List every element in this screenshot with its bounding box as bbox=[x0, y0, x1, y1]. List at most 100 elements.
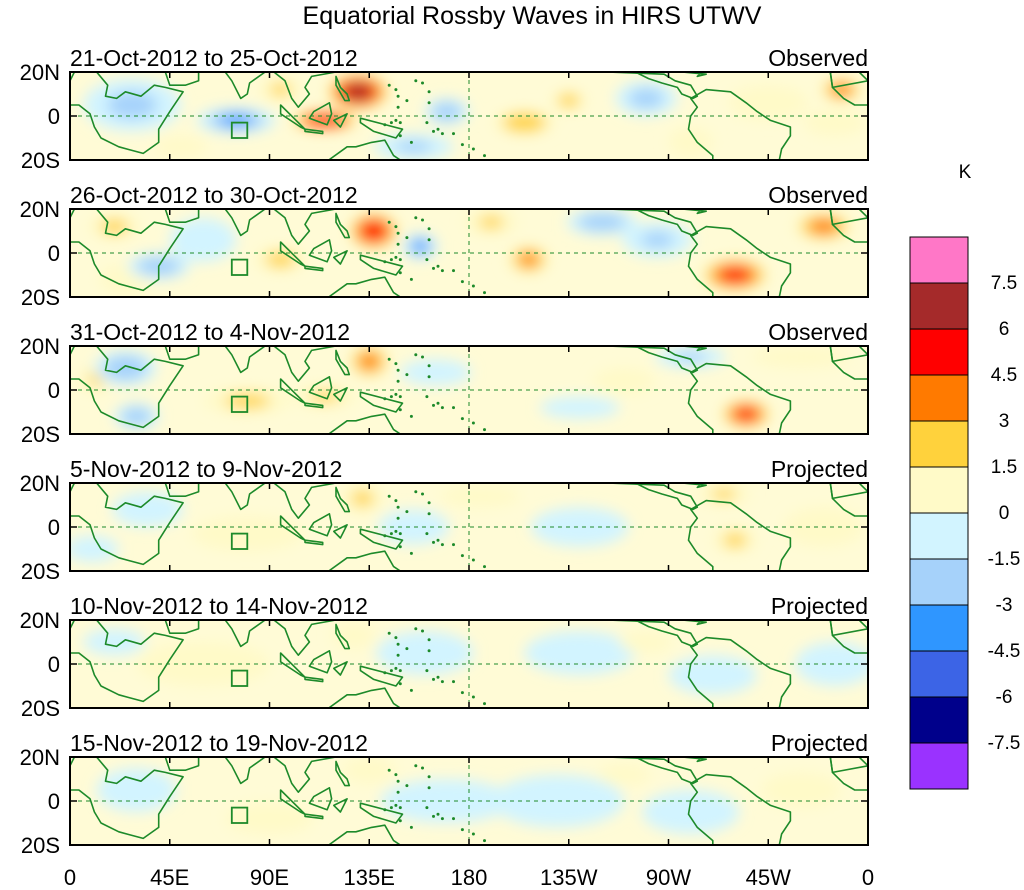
coastline bbox=[317, 824, 402, 845]
island-dot bbox=[421, 355, 424, 359]
island-dot bbox=[396, 516, 400, 520]
island-dot bbox=[427, 238, 431, 242]
anomaly-contour bbox=[378, 509, 450, 545]
island-dot bbox=[405, 784, 409, 788]
anomaly-contour bbox=[502, 113, 546, 132]
ocean-box-outline bbox=[230, 669, 249, 687]
anomaly-contour bbox=[375, 631, 474, 675]
island-dot bbox=[387, 494, 391, 498]
anomaly-contour bbox=[112, 491, 184, 527]
panel-status-label: Observed bbox=[768, 182, 868, 208]
anomaly-contour bbox=[735, 407, 758, 421]
island-dot bbox=[427, 90, 431, 94]
y-tick-label: 20N bbox=[20, 60, 60, 85]
coastline bbox=[332, 523, 348, 539]
coastline bbox=[680, 757, 708, 763]
colorbar-label: 3 bbox=[999, 411, 1010, 432]
island-dot bbox=[440, 543, 444, 547]
island-dot bbox=[394, 773, 398, 777]
island-dot bbox=[483, 565, 486, 569]
island-dot bbox=[432, 129, 435, 133]
island-dot bbox=[396, 94, 400, 98]
coastline bbox=[829, 209, 868, 226]
coastline bbox=[304, 128, 324, 135]
coastlines bbox=[70, 757, 868, 845]
colorbar-unit: K bbox=[959, 162, 972, 183]
coastline bbox=[332, 797, 348, 813]
y-tick-label: 20N bbox=[20, 608, 60, 633]
island-dot bbox=[396, 105, 400, 109]
panel-date-range: 21-Oct-2012 to 25-Oct-2012 bbox=[70, 45, 358, 71]
coastline bbox=[279, 378, 306, 404]
ocean-box-outline bbox=[230, 258, 249, 276]
y-tick-label: 20S bbox=[21, 833, 60, 858]
island-dot bbox=[421, 81, 424, 85]
coastline bbox=[70, 209, 184, 292]
island-dot bbox=[398, 532, 402, 536]
y-tick-label: 20S bbox=[21, 285, 60, 310]
y-tick-label: 20S bbox=[21, 422, 60, 447]
colorbar-label: 0 bbox=[999, 503, 1010, 524]
coastlines bbox=[70, 346, 868, 434]
y-tick-label: 0 bbox=[48, 241, 60, 266]
map-panel: 26-Oct-2012 to 30-Oct-2012 Observed 20N 0 20… bbox=[20, 182, 1024, 310]
island-dot bbox=[427, 775, 431, 779]
island-dot bbox=[471, 284, 475, 288]
ocean-box-outline bbox=[230, 395, 249, 413]
y-tick-label: 0 bbox=[48, 652, 60, 677]
island-dot bbox=[398, 395, 402, 399]
island-dot bbox=[405, 647, 409, 651]
island-dot bbox=[383, 808, 387, 812]
island-dot bbox=[460, 143, 464, 147]
island-dot bbox=[398, 408, 402, 412]
chart-title: Equatorial Rossby Waves in HIRS UTWV bbox=[303, 2, 762, 30]
island-dot bbox=[436, 675, 440, 679]
anomaly-field bbox=[70, 483, 868, 571]
y-tick-label: 0 bbox=[48, 515, 60, 540]
island-dot bbox=[396, 368, 400, 372]
x-tick-label: 135W bbox=[540, 865, 598, 890]
island-dot bbox=[394, 392, 398, 396]
coastline bbox=[219, 620, 266, 648]
island-dot bbox=[436, 127, 440, 131]
island-dot bbox=[383, 534, 387, 538]
coastline bbox=[605, 620, 699, 648]
island-dot bbox=[452, 132, 455, 136]
coastline bbox=[963, 72, 996, 85]
island-dot bbox=[396, 779, 400, 783]
y-tick-label: 20N bbox=[20, 745, 60, 770]
island-dot bbox=[387, 768, 391, 772]
island-dot bbox=[436, 538, 440, 542]
coastline bbox=[829, 620, 868, 637]
anomaly-contour bbox=[412, 241, 428, 252]
island-dot bbox=[394, 666, 398, 670]
colorbar-swatch bbox=[909, 512, 969, 560]
panel-status-label: Observed bbox=[768, 45, 868, 71]
island-dot bbox=[460, 280, 464, 284]
island-dot bbox=[471, 832, 475, 836]
island-dot bbox=[405, 510, 409, 514]
island-dot bbox=[436, 264, 440, 268]
colorbar-swatch bbox=[909, 236, 969, 284]
island-dot bbox=[398, 682, 402, 686]
coastline bbox=[335, 486, 351, 513]
coastline bbox=[829, 757, 868, 774]
coastline bbox=[680, 620, 708, 626]
island-dot bbox=[483, 702, 486, 706]
coastline bbox=[605, 757, 699, 785]
island-dot bbox=[452, 680, 455, 684]
anomaly-contour bbox=[641, 790, 740, 834]
coastlines bbox=[70, 620, 868, 708]
anomaly-field bbox=[70, 757, 868, 845]
anomaly-contour bbox=[136, 642, 270, 686]
coastline bbox=[1019, 209, 1024, 235]
island-dot bbox=[440, 817, 444, 821]
island-dot bbox=[398, 121, 402, 125]
y-tick-label: 0 bbox=[48, 789, 60, 814]
anomaly-contour bbox=[440, 485, 520, 508]
coastline bbox=[308, 787, 333, 811]
coastline bbox=[680, 346, 708, 352]
island-dot bbox=[471, 147, 475, 151]
island-dot bbox=[414, 490, 418, 494]
island-dot bbox=[383, 260, 387, 264]
